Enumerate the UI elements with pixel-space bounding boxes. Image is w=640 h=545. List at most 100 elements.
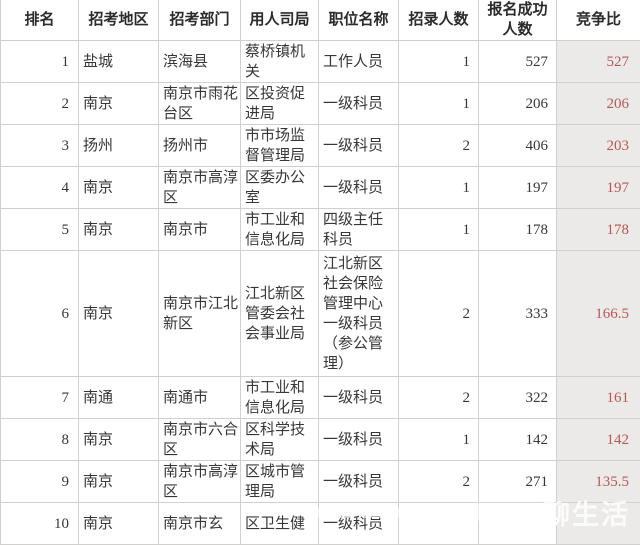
cell-recruit-count: 1 [399,209,479,251]
cell-applicant-count: 406 [479,125,557,167]
cell-applicant-count: 178 [479,209,557,251]
cell-position: 四级主任科员 [319,209,399,251]
cell-rank: 4 [1,167,79,209]
cell-rank: 6 [1,251,79,377]
header-row: 排名 招考地区 招考部门 用人司局 职位名称 招录人数 报名成功人数 竞争比 [1,0,640,41]
cell-rank: 1 [1,41,79,83]
cell-recruit-count: 2 [399,251,479,377]
cell-bureau: 市市场监督管理局 [241,125,319,167]
cell-area: 南京 [79,167,159,209]
cell-ratio [557,503,640,545]
cell-applicant-count: 206 [479,83,557,125]
cell-recruit-count: 2 [399,125,479,167]
cell-bureau: 区卫生健 [241,503,319,545]
cell-ratio: 161 [557,377,640,419]
cell-department: 扬州市 [159,125,241,167]
col-header-bureau: 用人司局 [241,0,319,41]
cell-department: 南京市 [159,209,241,251]
cell-position: 一级科员 [319,461,399,503]
cell-rank: 8 [1,419,79,461]
cell-position: 一级科员 [319,167,399,209]
cell-bureau: 区投资促进局 [241,83,319,125]
cell-department: 滨海县 [159,41,241,83]
cell-bureau: 市工业和信息化局 [241,209,319,251]
cell-bureau: 区委办公室 [241,167,319,209]
cell-area: 南京 [79,503,159,545]
cell-position: 江北新区社会保险管理中心一级科员（参公管理） [319,251,399,377]
cell-ratio: 178 [557,209,640,251]
cell-bureau: 蔡桥镇机关 [241,41,319,83]
col-header-rank: 排名 [1,0,79,41]
cell-applicant-count: 527 [479,41,557,83]
cell-recruit-count: 2 [399,377,479,419]
cell-area: 南京 [79,83,159,125]
col-header-department: 招考部门 [159,0,241,41]
cell-rank: 10 [1,503,79,545]
cell-department: 南京市高淳区 [159,461,241,503]
cell-department: 南京市高淳区 [159,167,241,209]
cell-area: 扬州 [79,125,159,167]
cell-ratio: 197 [557,167,640,209]
cell-recruit-count: 2 [399,461,479,503]
cell-position: 一级科员 [319,83,399,125]
cell-area: 南通 [79,377,159,419]
cell-applicant-count: 333 [479,251,557,377]
cell-area: 南京 [79,419,159,461]
cell-rank: 2 [1,83,79,125]
cell-department: 南通市 [159,377,241,419]
cell-position: 工作人员 [319,41,399,83]
col-header-position: 职位名称 [319,0,399,41]
cell-ratio: 206 [557,83,640,125]
col-header-ratio: 竞争比 [557,0,640,41]
cell-recruit-count: 1 [399,83,479,125]
cell-ratio: 166.5 [557,251,640,377]
cell-position: 一级科员 [319,125,399,167]
cell-rank: 9 [1,461,79,503]
cell-applicant-count: 271 [479,461,557,503]
cell-recruit-count [399,503,479,545]
cell-position: 一级科员 [319,503,399,545]
cell-rank: 3 [1,125,79,167]
cell-department: 南京市雨花台区 [159,83,241,125]
cell-department: 南京市江北新区 [159,251,241,377]
cell-position: 一级科员 [319,419,399,461]
cell-ratio: 203 [557,125,640,167]
cell-bureau: 江北新区管委会社会事业局 [241,251,319,377]
cell-area: 南京 [79,251,159,377]
cell-ratio: 135.5 [557,461,640,503]
cell-applicant-count: 197 [479,167,557,209]
cell-area: 南京 [79,461,159,503]
cell-area: 盐城 [79,41,159,83]
col-header-recruit-count: 招录人数 [399,0,479,41]
col-header-area: 招考地区 [79,0,159,41]
cell-applicant-count [479,503,557,545]
cell-applicant-count: 142 [479,419,557,461]
table-header: 排名 招考地区 招考部门 用人司局 职位名称 招录人数 报名成功人数 竞争比 [1,0,640,41]
cell-department: 南京市六合区 [159,419,241,461]
cell-recruit-count: 1 [399,419,479,461]
cell-bureau: 市工业和信息化局 [241,377,319,419]
cell-department: 南京市玄 [159,503,241,545]
cell-rank: 7 [1,377,79,419]
cell-ratio: 527 [557,41,640,83]
cell-applicant-count: 322 [479,377,557,419]
cell-area: 南京 [79,209,159,251]
cell-rank: 5 [1,209,79,251]
cell-bureau: 区城市管理局 [241,461,319,503]
cell-position: 一级科员 [319,377,399,419]
cell-bureau: 区科学技术局 [241,419,319,461]
cell-recruit-count: 1 [399,41,479,83]
